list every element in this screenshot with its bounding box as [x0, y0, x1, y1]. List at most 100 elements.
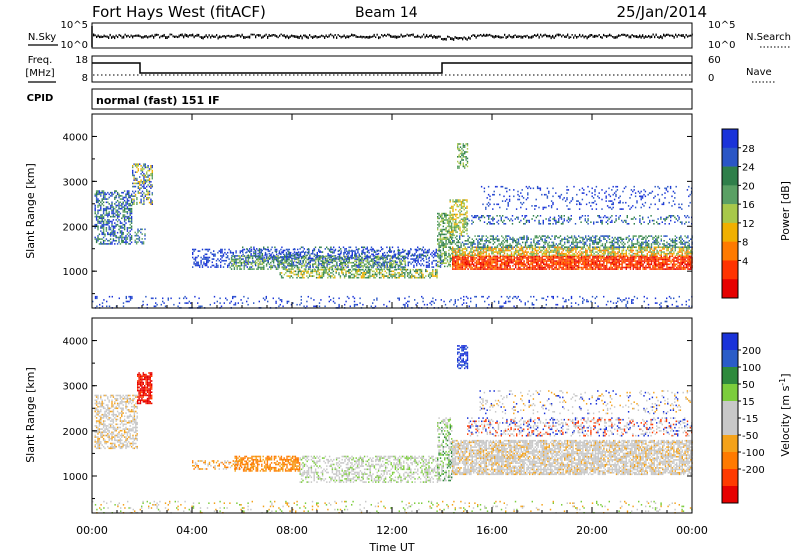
power-cell [677, 260, 679, 262]
power-cell [374, 259, 376, 262]
power-cell [227, 255, 229, 257]
power-cell [551, 265, 553, 267]
power-cell [121, 198, 123, 200]
power-cell [603, 260, 605, 262]
power-cell [141, 238, 143, 240]
power-cell [276, 248, 278, 251]
power-cell [105, 211, 108, 213]
power-cell [370, 260, 373, 262]
power-cell [494, 251, 496, 253]
power-cell [445, 254, 447, 256]
power-cell [340, 257, 342, 259]
power-cell [545, 261, 548, 264]
noise-sample [681, 34, 683, 37]
power-cell [386, 263, 388, 266]
power-cell [554, 263, 556, 266]
power-cell [487, 249, 489, 252]
power-cell [541, 268, 543, 270]
power-cell [450, 228, 453, 230]
power-cell [240, 261, 243, 264]
noise-sample [609, 33, 611, 37]
noise-sample [388, 33, 390, 37]
power-cell [267, 257, 269, 259]
noise-sample [475, 36, 477, 39]
power-cell [349, 268, 351, 271]
power-cell [393, 253, 395, 256]
power-cell [343, 251, 345, 254]
power-cell [501, 261, 503, 264]
power-cell [615, 257, 618, 259]
power-cell [254, 260, 257, 262]
power-cell [363, 276, 365, 279]
power-cell [454, 254, 457, 257]
power-cell [123, 228, 126, 231]
power-cell [405, 268, 407, 271]
power-cell [291, 265, 293, 267]
power-cell [288, 251, 290, 253]
noise-sample [640, 35, 642, 39]
power-cell [122, 236, 124, 239]
power-cell [107, 220, 109, 223]
power-cell [318, 261, 320, 264]
power-cell [206, 261, 208, 264]
power-cell [687, 263, 689, 266]
power-cell [515, 260, 517, 262]
power-cell [284, 261, 286, 264]
power-cell [276, 253, 278, 256]
power-cell [635, 255, 637, 258]
power-cell [449, 260, 451, 263]
power-cell [474, 268, 476, 270]
power-cell [279, 260, 282, 262]
power-cell [313, 263, 315, 266]
power-cell [132, 182, 134, 185]
power-cell [534, 258, 536, 261]
power-cell [680, 263, 682, 266]
power-cell [111, 215, 113, 218]
power-cell [607, 255, 609, 258]
noise-sample [387, 33, 389, 36]
power-cell [594, 266, 597, 269]
power-cell [239, 250, 241, 252]
power-cell [611, 268, 613, 270]
power-cell [105, 214, 108, 216]
power-cell [452, 254, 454, 257]
power-cell [464, 258, 466, 261]
noise-sample [309, 34, 311, 37]
noise-sample [522, 36, 524, 39]
power-cell [621, 255, 623, 258]
power-cell [594, 261, 597, 264]
power-cell [343, 275, 346, 277]
power-cell [342, 273, 344, 276]
power-cell [562, 263, 564, 266]
power-cell [600, 257, 602, 259]
power-cell [444, 238, 446, 240]
power-cell [534, 249, 536, 252]
noise-sample [315, 35, 317, 38]
power-cell [134, 163, 137, 165]
power-cell [683, 265, 685, 267]
power-cell [298, 253, 300, 256]
power-cell [433, 275, 435, 277]
power-cell [389, 263, 391, 266]
power-cell [305, 257, 307, 259]
power-cell [611, 266, 613, 269]
power-cell [411, 258, 414, 260]
noise-sample [247, 35, 249, 39]
power-cell [632, 260, 634, 262]
power-cell [291, 263, 293, 266]
power-cell [291, 266, 293, 269]
power-cell [575, 258, 577, 261]
power-cell [295, 253, 297, 256]
power-cell [296, 265, 299, 267]
power-cell [599, 255, 601, 258]
power-cell [108, 228, 110, 231]
power-cell [126, 198, 129, 200]
noise-sample [274, 34, 276, 37]
power-cell [608, 266, 611, 269]
power-cell [438, 249, 440, 252]
power-cell [331, 255, 334, 258]
power-cell [464, 248, 466, 250]
power-cell [343, 259, 345, 262]
power-cell [374, 255, 376, 257]
power-cell [283, 263, 285, 265]
